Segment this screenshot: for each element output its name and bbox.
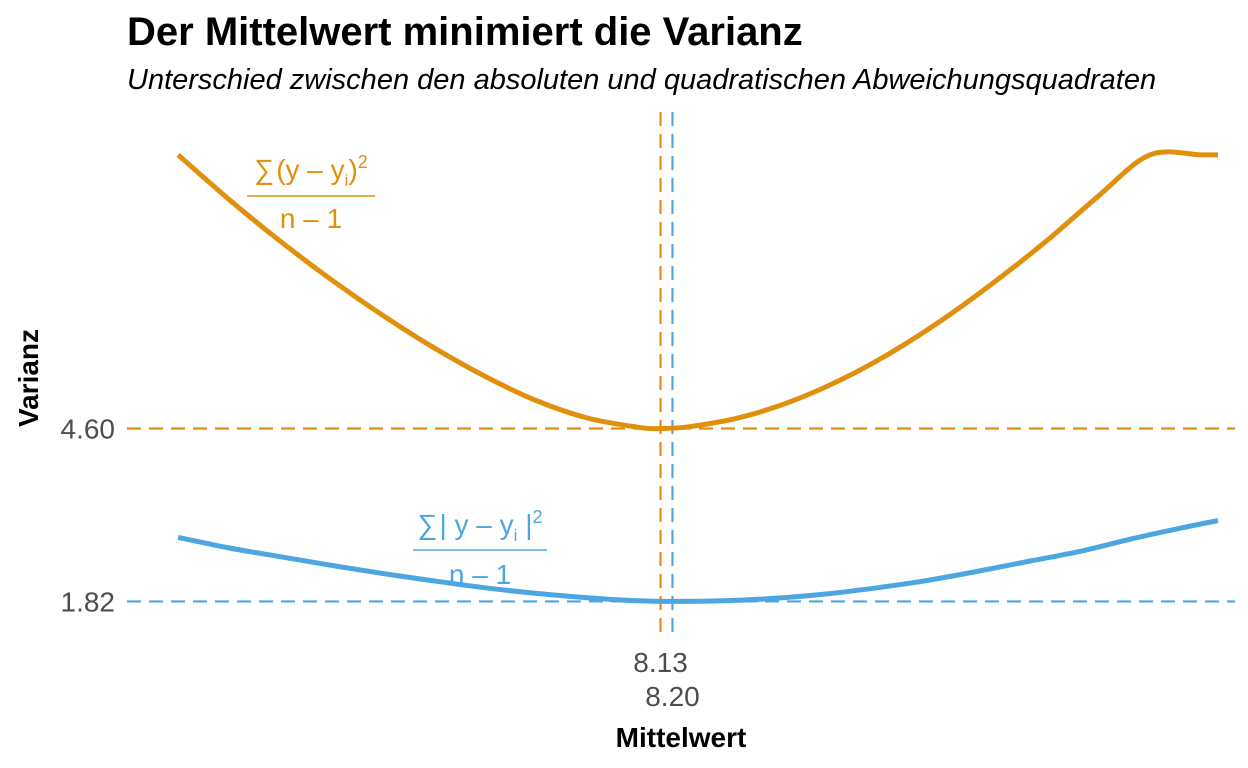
quadratic-curve [176, 149, 1218, 432]
series-curves [176, 149, 1219, 604]
x-axis-title: Mittelwert [616, 722, 747, 753]
quadratic-formula-numerator: ∑(y – yi)2 [254, 152, 368, 190]
chart-title: Der Mittelwert minimiert die Varianz [127, 10, 803, 54]
absolute-curve [177, 518, 1219, 604]
x-tick-label: 8.13 [633, 647, 688, 678]
axis-ticks: 1.82 4.60 8.138.20 [61, 414, 700, 712]
quadratic-formula-label: ∑(y – yi)2 n – 1 [247, 152, 375, 234]
absolute-formula-numerator: ∑| y – yi |2 [417, 507, 542, 545]
x-tick-label: 8.20 [645, 681, 700, 712]
absolute-formula-label: ∑| y – yi |2 n – 1 [413, 507, 547, 590]
y-axis-title: Varianz [13, 329, 44, 427]
absolute-formula-denominator: n – 1 [449, 559, 511, 590]
y-tick-label: 1.82 [61, 586, 116, 617]
chart-subtitle: Unterschied zwischen den absoluten und q… [127, 64, 1156, 96]
y-tick-label: 4.60 [61, 414, 116, 445]
quadratic-formula-denominator: n – 1 [280, 203, 342, 234]
